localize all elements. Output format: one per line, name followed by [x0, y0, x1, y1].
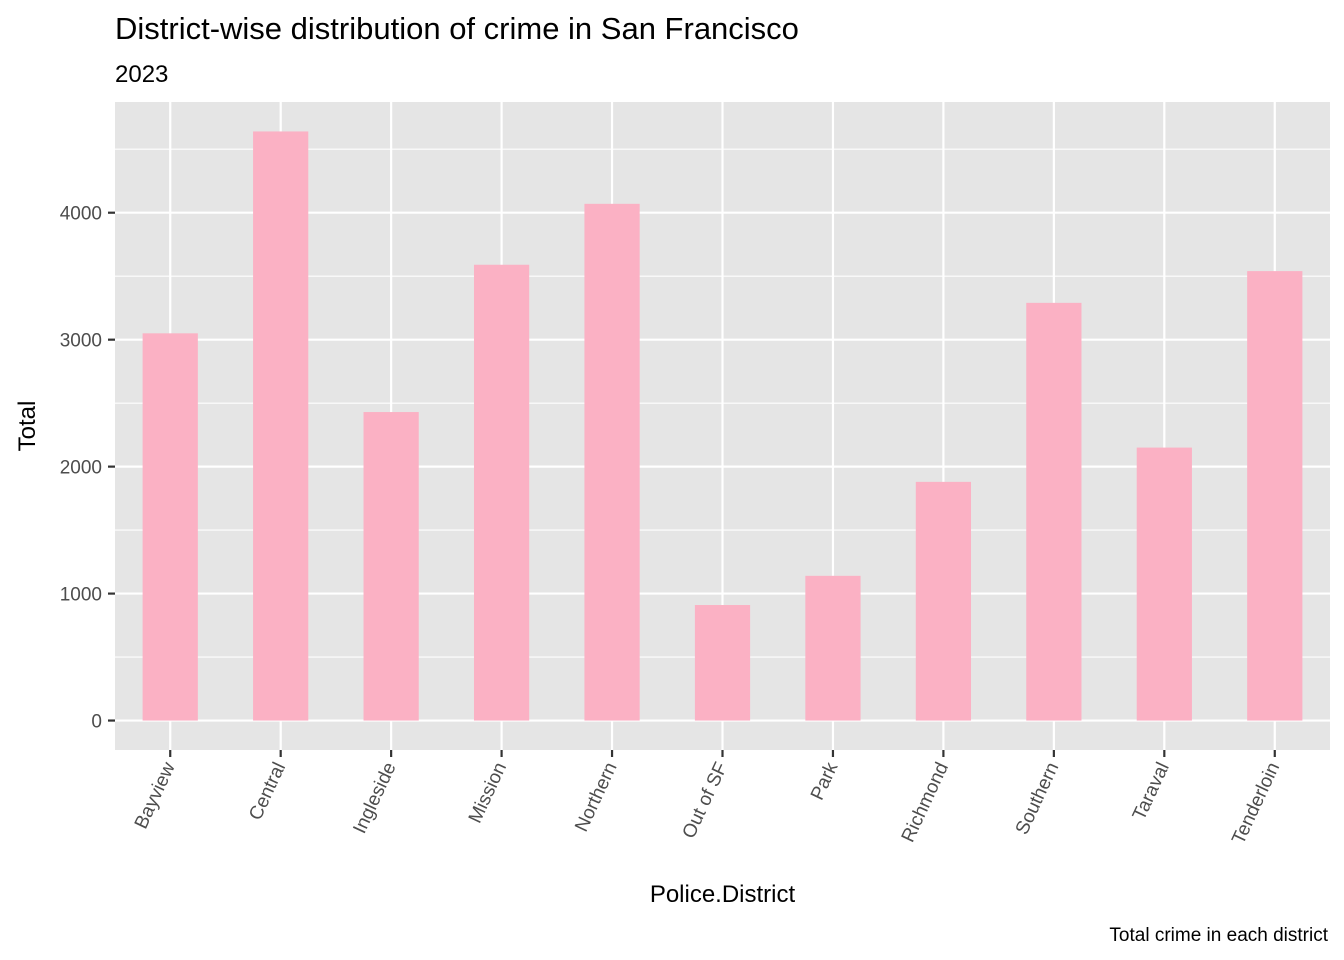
bar: [915, 481, 972, 721]
x-tick-label: Mission: [465, 759, 511, 826]
bar: [584, 203, 640, 721]
x-tick-label: Park: [807, 759, 843, 804]
y-axis-title: Total: [14, 401, 41, 452]
y-tick-label: 1000: [60, 585, 102, 606]
bar: [1136, 447, 1192, 721]
bar: [142, 333, 198, 721]
x-tick-label: Taraval: [1129, 759, 1174, 823]
bar: [363, 412, 419, 721]
x-tick-label: Southern: [1012, 759, 1064, 838]
x-tick-label: Central: [245, 759, 290, 823]
y-tick-label: 4000: [60, 204, 102, 225]
bar: [1247, 271, 1303, 721]
chart-title: District-wise distribution of crime in S…: [115, 11, 799, 46]
y-tick-label: 2000: [60, 458, 102, 479]
y-tick-label: 0: [91, 712, 102, 733]
bars: [142, 131, 1303, 721]
bar: [253, 131, 309, 721]
bar: [1026, 302, 1082, 721]
x-tick-label: Ingleside: [349, 759, 400, 837]
bar: [694, 605, 751, 721]
y-tick-label: 3000: [60, 331, 102, 352]
chart-subtitle: 2023: [115, 61, 168, 88]
bar: [805, 575, 861, 721]
x-tick-label: Northern: [571, 759, 621, 835]
x-tick-label: Bayview: [131, 759, 180, 832]
x-tick-label: Richmond: [898, 759, 953, 845]
bar: [473, 264, 530, 721]
x-axis: Bayview Central Ingleside Mission Northern Ou…: [131, 750, 1284, 848]
x-tick-label: Tenderloin: [1228, 759, 1284, 847]
x-tick-label: Out of SF: [679, 759, 732, 842]
y-axis: 0 1000 2000 3000 4000: [60, 204, 115, 733]
x-axis-title: Police.District: [650, 881, 796, 908]
chart-caption: Total crime in each district: [1109, 925, 1328, 946]
